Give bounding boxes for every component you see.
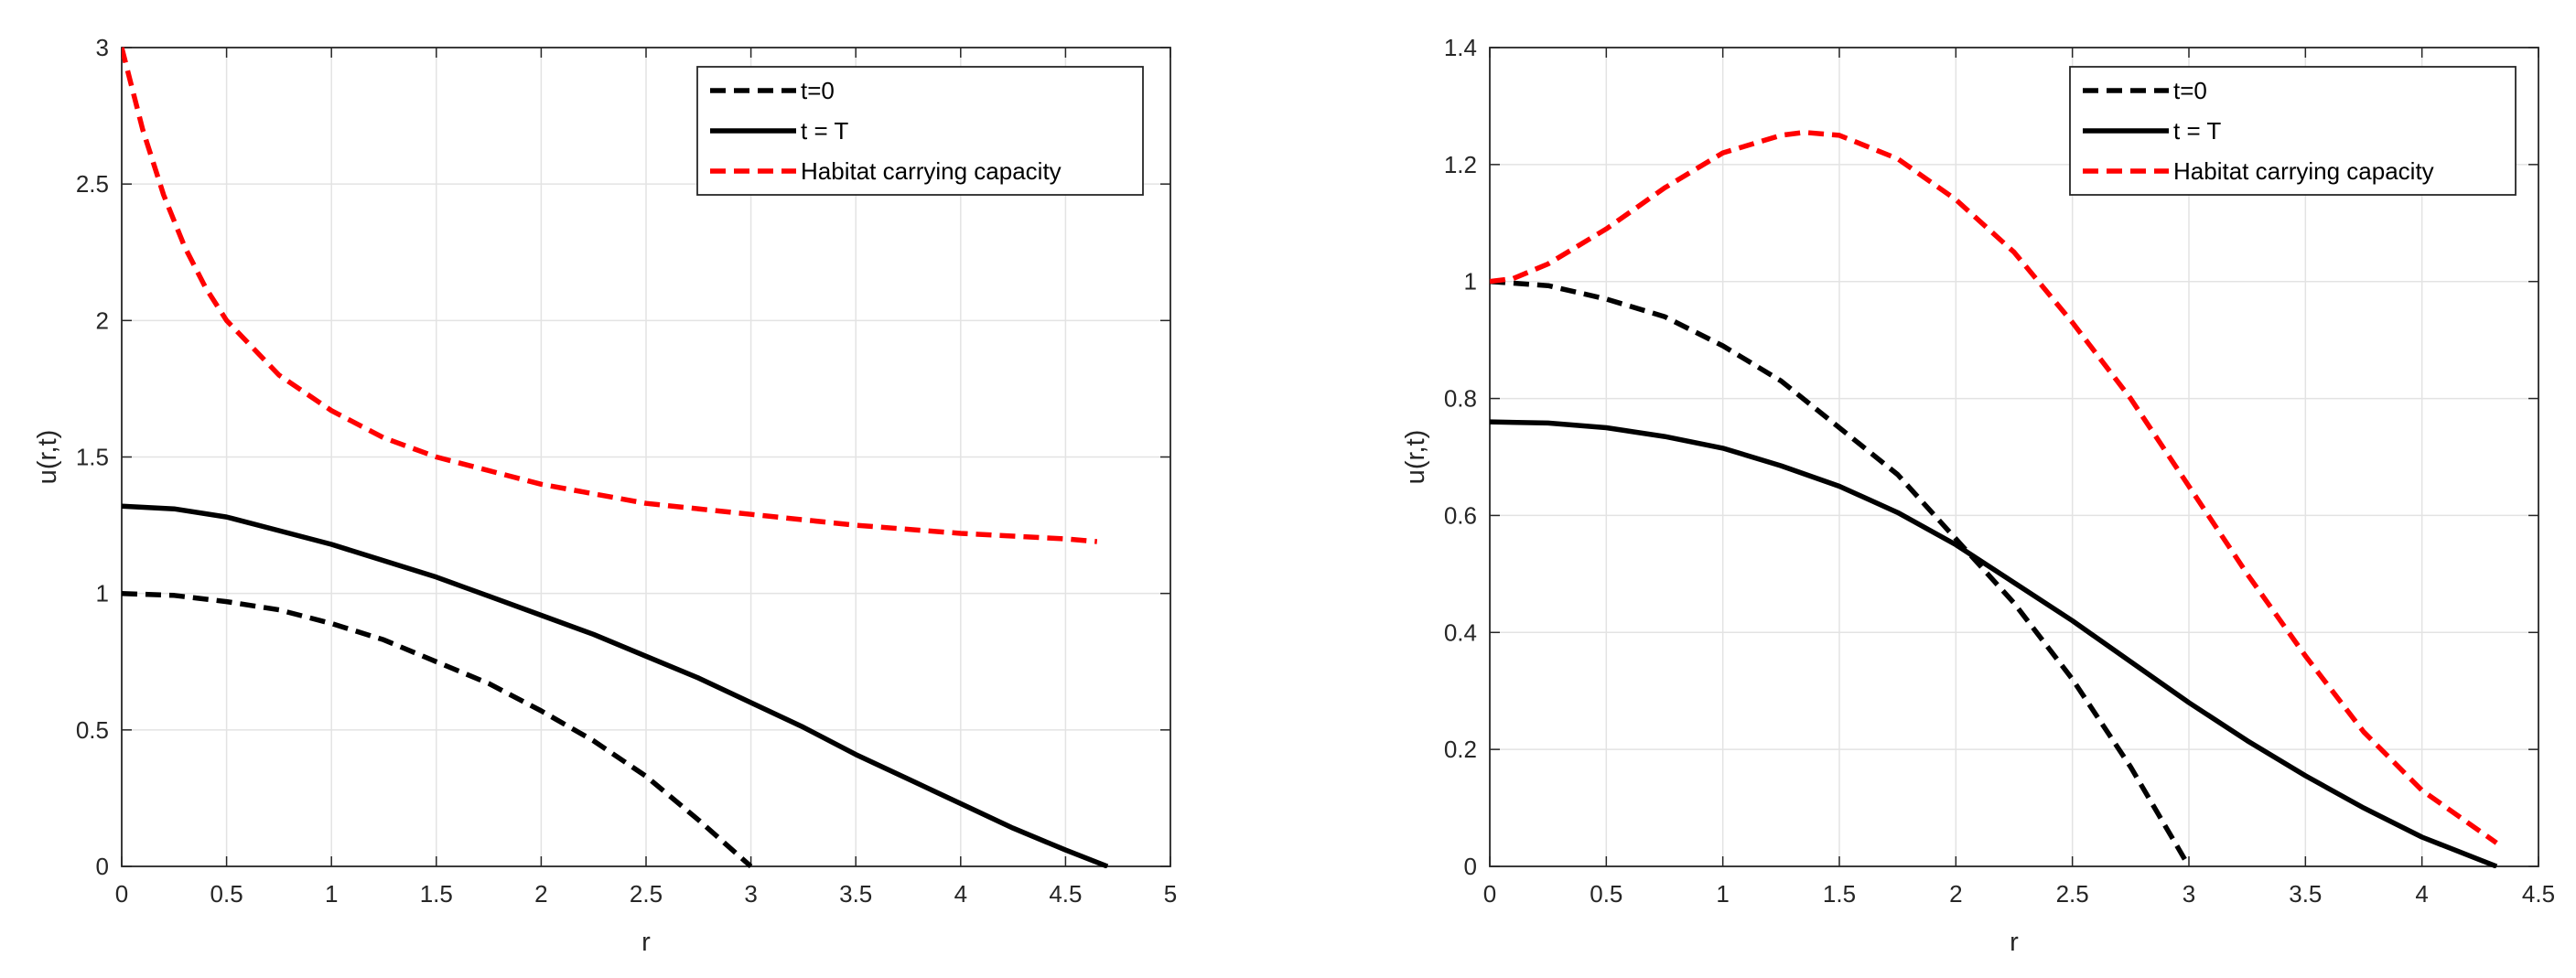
- x-tick-label: 4: [2415, 880, 2428, 908]
- x-tick-label: 1: [1716, 880, 1729, 908]
- y-tick-label: 1: [1464, 268, 1477, 296]
- x-tick-label: 0.5: [1590, 880, 1622, 908]
- x-tick-label: 0: [115, 880, 128, 908]
- series-line-t-t: [122, 503, 1109, 868]
- legend-label: Habitat carrying capacity: [2173, 157, 2434, 185]
- series-line-t-t: [1490, 419, 2498, 868]
- x-axis-label: r: [641, 928, 651, 957]
- legend-label: t = T: [801, 117, 848, 145]
- x-tick-label: 3.5: [2289, 880, 2322, 908]
- y-tick-label: 1.2: [1444, 151, 1477, 178]
- series-line-t-0: [1490, 278, 2192, 868]
- x-tick-label: 4.5: [1049, 880, 1082, 908]
- x-tick-label: 4.5: [2522, 880, 2555, 908]
- series-line-habitat-carrying-capacity: [1490, 129, 2498, 845]
- y-tick-label: 1: [96, 580, 109, 607]
- y-tick-label: 2: [96, 306, 109, 334]
- chart-2: 0 0.5 1 1.5 2 2.5 3 3.5 4 4.5 0 0.2 0.4 0.6 0.8 1 1.2 1.4…: [1401, 34, 2555, 957]
- y-tick-label: 0.2: [1444, 736, 1477, 763]
- y-tick-label: 0.4: [1444, 618, 1477, 646]
- y-tick-label: 1.4: [1444, 34, 1477, 61]
- x-tick-label: 2: [534, 880, 547, 908]
- x-tick-label: 3.5: [839, 880, 872, 908]
- x-tick-label: 3: [2183, 880, 2195, 908]
- series-group: [122, 47, 1109, 868]
- y-tick-label: 0.6: [1444, 501, 1477, 529]
- series-group: [1490, 129, 2498, 868]
- y-tick-label: 2.5: [76, 170, 109, 198]
- x-tick-label: 2.5: [630, 880, 663, 908]
- x-tick-label: 1.5: [420, 880, 453, 908]
- x-tick-label: 2.5: [2056, 880, 2089, 908]
- y-tick-label: 0: [96, 853, 109, 880]
- x-tick-label: 5: [1164, 880, 1177, 908]
- legend-label: t=0: [2173, 77, 2207, 104]
- axes-box: [121, 47, 1171, 867]
- y-axis-label: u(r,t): [1401, 430, 1430, 485]
- chart-1: 0 0.5 1 1.5 2 2.5 3 3.5 4 4.5 5 0 0.5 1 1.5 2 2.5 3 r u(r,t…: [33, 34, 1177, 957]
- y-axis-label: u(r,t): [33, 430, 62, 485]
- legend-label: t = T: [2173, 117, 2221, 145]
- legend: t=0 t = T Habitat carrying capacity: [2069, 66, 2517, 196]
- y-tick-label: 0.5: [76, 716, 109, 744]
- x-axis-label: r: [2010, 928, 2019, 957]
- x-tick-label: 0.5: [210, 880, 243, 908]
- x-tick-label: 0: [1483, 880, 1496, 908]
- x-tick-label: 1.5: [1823, 880, 1856, 908]
- series-line-habitat-carrying-capacity: [122, 47, 1098, 544]
- y-tick-label: 0.8: [1444, 385, 1477, 413]
- x-tick-label: 1: [325, 880, 338, 908]
- legend-label: t=0: [801, 77, 835, 104]
- y-tick-label: 0: [1464, 853, 1477, 880]
- x-tick-label: 3: [744, 880, 757, 908]
- y-tick-label: 3: [96, 34, 109, 61]
- legend-label: Habitat carrying capacity: [801, 157, 1062, 185]
- y-tick-label: 1.5: [76, 444, 109, 471]
- x-tick-label: 2: [1949, 880, 1962, 908]
- x-tick-label: 4: [954, 880, 967, 908]
- axes-box: [1489, 47, 2539, 867]
- legend: t=0 t = T Habitat carrying capacity: [696, 66, 1144, 196]
- series-line-t-0: [122, 590, 753, 868]
